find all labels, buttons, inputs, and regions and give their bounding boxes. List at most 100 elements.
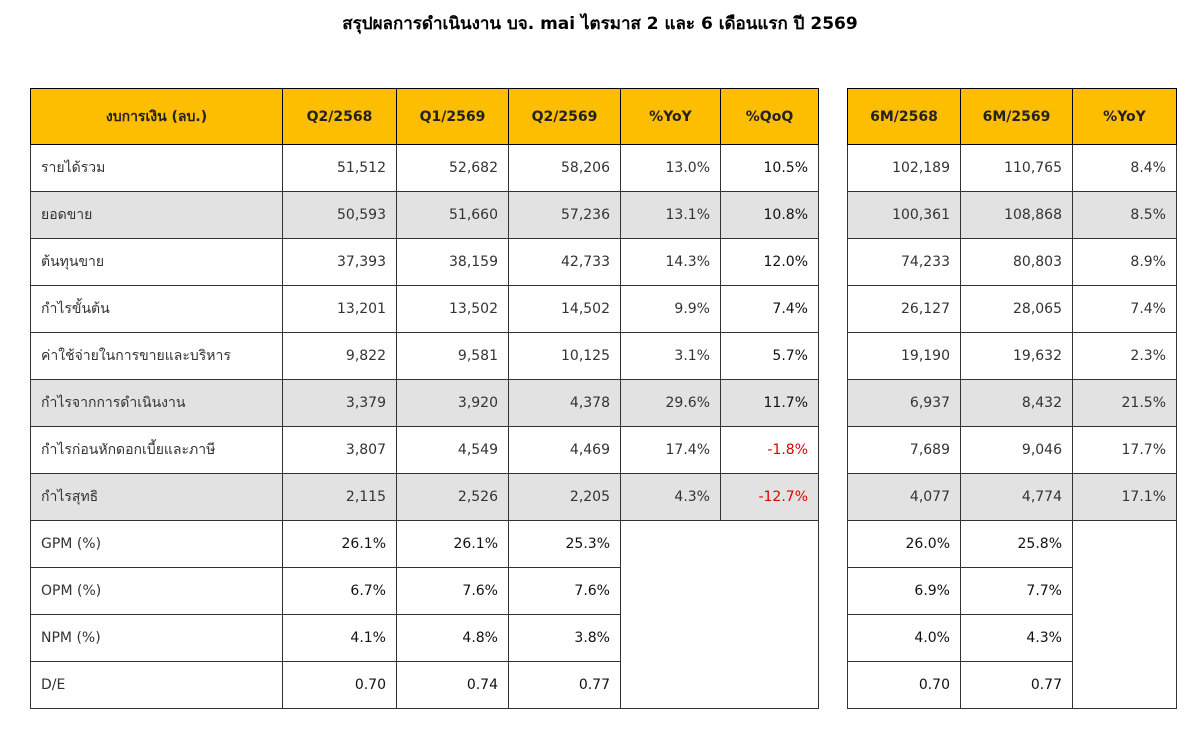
table-cell: 26.0% [847,520,961,568]
table-cell: 3,807 [282,426,397,474]
table-cell: 2.3% [1072,332,1177,380]
table-row: ยอดขาย 50,593 51,660 57,236 13.1% 10.8% [30,191,819,239]
table-cell: 7.6% [508,567,621,615]
table-cell: 25.3% [508,520,621,568]
left-table: งบการเงิน (ลบ.) Q2/2568 Q1/2569 Q2/2569 %YoY… [30,88,819,709]
table-row: 100,361 108,868 8.5% [847,191,1177,239]
table-cell: 26.1% [282,520,397,568]
table-cell: -1.8% [720,426,819,474]
header-row: งบการเงิน (ลบ.) Q2/2568 Q1/2569 Q2/2569 %YoY… [30,88,819,145]
table-cell: 3,379 [282,379,397,427]
table-cell: 74,233 [847,238,961,286]
table-row: ต้นทุนขาย 37,393 38,159 42,733 14.3% 12.0% [30,238,819,286]
table-cell: ค่าใช้จ่ายในการขายและบริหาร [30,332,283,380]
table-row: D/E 0.70 0.74 0.77 [30,661,819,709]
table-cell: 4,469 [508,426,621,474]
table-cell: 9,581 [396,332,509,380]
table-cell: 17.7% [1072,426,1177,474]
table-cell: 10,125 [508,332,621,380]
table-row: รายได้รวม 51,512 52,682 58,206 13.0% 10.5% [30,144,819,192]
header-cell: งบการเงิน (ลบ.) [30,88,283,145]
table-cell: 4.8% [396,614,509,662]
table-row: OPM (%) 6.7% 7.6% 7.6% [30,567,819,615]
table-cell: 9,046 [960,426,1073,474]
blank-cell [620,520,819,709]
table-cell: 80,803 [960,238,1073,286]
table-cell: ต้นทุนขาย [30,238,283,286]
table-cell: 13.1% [620,191,721,239]
table-cell: 10.5% [720,144,819,192]
header-cell: %QoQ [720,88,819,145]
table-cell: 13,502 [396,285,509,333]
table-cell: 2,526 [396,473,509,521]
table-cell: 37,393 [282,238,397,286]
table-cell: 4.1% [282,614,397,662]
table-row: 19,190 19,632 2.3% [847,332,1177,380]
table-cell: 50,593 [282,191,397,239]
table-row: 6,937 8,432 21.5% [847,379,1177,427]
table-cell: 58,206 [508,144,621,192]
table-cell: 25.8% [960,520,1073,568]
table-cell: 6.9% [847,567,961,615]
table-cell: 14.3% [620,238,721,286]
table-cell: 26,127 [847,285,961,333]
table-row: กำไรก่อนหักดอกเบี้ยและภาษี 3,807 4,549 4,46… [30,426,819,474]
header-cell: Q2/2569 [508,88,621,145]
table-cell: รายได้รวม [30,144,283,192]
table-cell: 4.3% [960,614,1073,662]
table-row: 74,233 80,803 8.9% [847,238,1177,286]
header-cell: Q1/2569 [396,88,509,145]
table-row: กำไรสุทธิ 2,115 2,526 2,205 4.3% -12.7% [30,473,819,521]
table-row: 26.0% 25.8% [847,520,1177,709]
table-cell: 2,115 [282,473,397,521]
table-cell: 0.70 [282,661,397,709]
table-cell: 3.1% [620,332,721,380]
table-cell: 26.1% [396,520,509,568]
table-cell: 0.74 [396,661,509,709]
table-cell: 110,765 [960,144,1073,192]
table-cell: 6.7% [282,567,397,615]
header-cell: Q2/2568 [282,88,397,145]
table-cell: ยอดขาย [30,191,283,239]
table-row: 4.0% 4.3% [847,614,1177,662]
table-cell: 108,868 [960,191,1073,239]
table-cell: กำไรขั้นต้น [30,285,283,333]
table-cell: 13.0% [620,144,721,192]
table-cell: 28,065 [960,285,1073,333]
table-cell: NPM (%) [30,614,283,662]
table-cell: กำไรสุทธิ [30,473,283,521]
table-cell: 9,822 [282,332,397,380]
table-cell: 14,502 [508,285,621,333]
table-cell: 19,632 [960,332,1073,380]
table-cell: 0.77 [508,661,621,709]
table-cell: 4,549 [396,426,509,474]
header-cell: %YoY [620,88,721,145]
table-cell: 19,190 [847,332,961,380]
table-cell: กำไรก่อนหักดอกเบี้ยและภาษี [30,426,283,474]
table-cell: 2,205 [508,473,621,521]
table-cell: 4.0% [847,614,961,662]
table-cell: 7.4% [720,285,819,333]
table-cell: 100,361 [847,191,961,239]
table-cell: 7.6% [396,567,509,615]
table-row: 7,689 9,046 17.7% [847,426,1177,474]
table-row: 4,077 4,774 17.1% [847,473,1177,521]
table-row: ค่าใช้จ่ายในการขายและบริหาร 9,822 9,581 10,… [30,332,819,380]
table-cell: 0.70 [847,661,961,709]
table-cell: 3,920 [396,379,509,427]
header-cell: 6M/2568 [847,88,961,145]
table-cell: GPM (%) [30,520,283,568]
table-cell: 7,689 [847,426,961,474]
table-cell: 102,189 [847,144,961,192]
header-cell: 6M/2569 [960,88,1073,145]
table-cell: OPM (%) [30,567,283,615]
table-row: กำไรขั้นต้น 13,201 13,502 14,502 9.9% 7.4% [30,285,819,333]
table-cell: 0.77 [960,661,1073,709]
title: สรุปผลการดำเนินงาน บจ. mai ไตรมาส 2 และ … [342,14,858,34]
table-row: 26,127 28,065 7.4% [847,285,1177,333]
table-cell: 52,682 [396,144,509,192]
table-cell: 5.7% [720,332,819,380]
table-cell: กำไรจากการดำเนินงาน [30,379,283,427]
table-cell: 7.7% [960,567,1073,615]
